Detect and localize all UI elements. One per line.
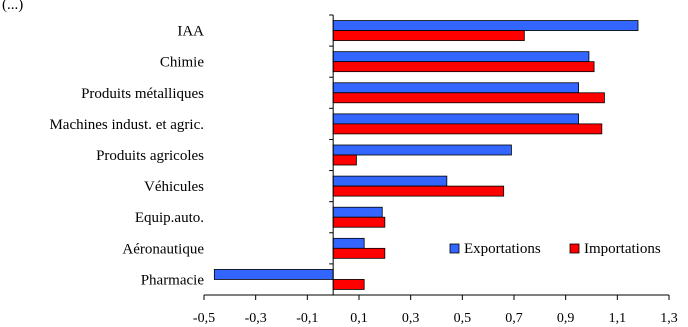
legend-label-importations: Importations [584,241,661,257]
bar-importations-3 [332,123,603,135]
x-tick-label: -0,3 [245,311,267,326]
x-tick-label: 1,3 [660,311,678,326]
bar-exportations-8 [213,269,334,280]
x-tick-label: 0,1 [350,311,368,326]
bar-importations-4 [332,154,357,166]
x-tick-label: 1,1 [609,311,627,326]
x-tick-label: 0,7 [505,311,523,326]
bar-importations-0 [332,30,525,41]
category-labels: IAA Chimie Produits métalliques Machines in… [49,24,204,289]
legend-swatch-importations [569,243,580,254]
category-label-8: Pharmacie [141,272,205,288]
bars-layer [213,20,639,290]
bar-importations-5 [332,185,505,197]
category-label-7: Aéronautique [122,241,204,257]
category-label-0: IAA [177,24,204,40]
bar-exportations-2 [332,82,579,94]
bar-exportations-7 [332,237,365,249]
category-label-6: Equip.auto. [135,210,204,226]
legend-label-exportations: Exportations [464,241,541,257]
bar-exportations-5 [332,175,448,187]
bar-importations-8 [332,279,365,290]
bar-importations-6 [332,216,386,228]
bar-exportations-1 [332,51,590,63]
legend-swatch-exportations [449,243,460,254]
x-tick-label: 0,5 [454,311,472,326]
category-label-4: Produits agricoles [96,148,204,164]
category-label-2: Produits métalliques [81,86,204,102]
x-tick-label: 0,9 [557,311,575,326]
x-tick-labels: -0,5 -0,3 -0,1 0,1 0,3 0,5 0,7 0,9 1,1 1,3 [193,311,678,326]
bar-importations-1 [332,61,595,73]
x-tick-label: -0,1 [296,311,318,326]
x-tick-label: -0,5 [193,311,215,326]
category-label-1: Chimie [160,55,205,71]
axes-layer [203,14,670,300]
category-label-5: Véhicules [144,179,204,195]
bar-importations-2 [332,92,605,104]
bar-exportations-6 [332,206,383,218]
x-tick-label: 0,3 [402,311,420,326]
bar-exportations-0 [332,20,639,31]
bar-exportations-4 [332,144,512,156]
bar-exportations-3 [332,113,579,125]
category-label-3: Machines indust. et agric. [49,117,204,133]
bar-importations-7 [332,247,386,259]
chart-header-text: (...) [2,0,23,13]
legend: Exportations Importations [449,241,661,257]
